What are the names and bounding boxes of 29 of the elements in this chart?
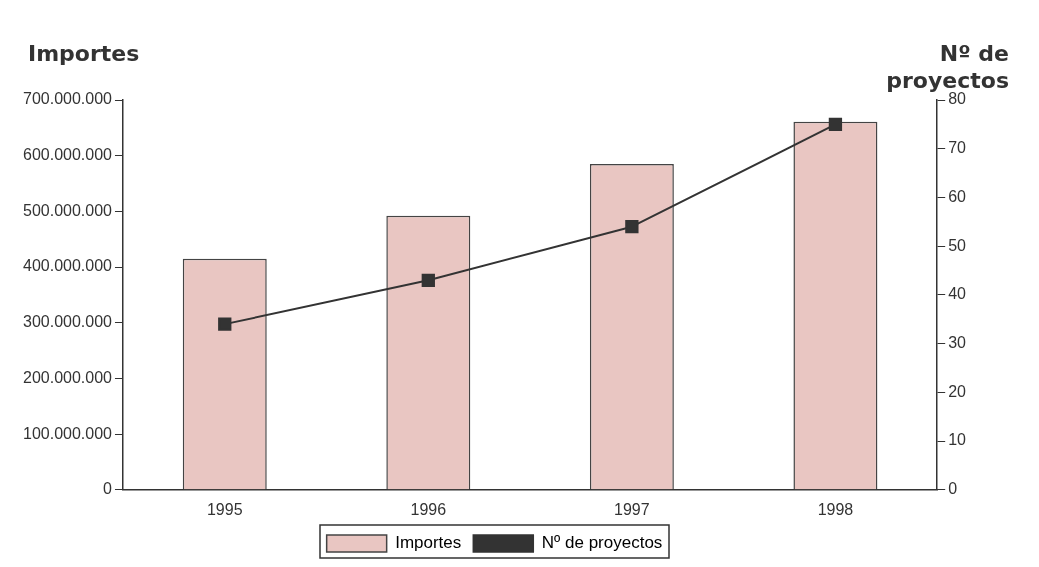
point	[625, 220, 639, 234]
y-tick-label: 700.000.000	[22, 90, 113, 108]
point	[828, 117, 843, 132]
y2-tick-label: 0	[948, 480, 958, 498]
y2-tick-label: 40	[948, 285, 967, 303]
y-axis-title: Importes	[28, 40, 140, 67]
y2-tick-label: 80	[948, 90, 967, 108]
y2-tick-label: 10	[948, 431, 967, 449]
y-tick-label: 200.000.000	[22, 368, 113, 386]
x-tick-label: 1998	[817, 500, 854, 518]
legend-label: Nº de proyectos	[541, 533, 663, 553]
y2-tick-label: 30	[948, 334, 967, 352]
y-tick-label: 500.000.000	[22, 201, 113, 219]
legend-label: Importes	[395, 533, 462, 553]
y-tick-label: 600.000.000	[22, 146, 113, 164]
y-tick-label: 400.000.000	[22, 257, 113, 275]
point	[421, 273, 435, 287]
x-tick-label: 1995	[206, 500, 243, 518]
x-tick-label: 1996	[410, 500, 447, 518]
y-tick-label: 300.000.000	[22, 313, 113, 331]
y2-axis-title: Nº de proyectos	[885, 40, 1009, 93]
x-tick-label: 1997	[614, 500, 650, 518]
y2-tick-label: 50	[948, 236, 967, 254]
y2-tick-label: 60	[948, 187, 967, 205]
y2-tick-label: 20	[948, 382, 967, 400]
y-tick-label: 0	[103, 480, 113, 498]
y-tick-label: 100.000.000	[22, 424, 113, 442]
y2-tick-label: 70	[948, 139, 967, 157]
point	[218, 317, 232, 331]
